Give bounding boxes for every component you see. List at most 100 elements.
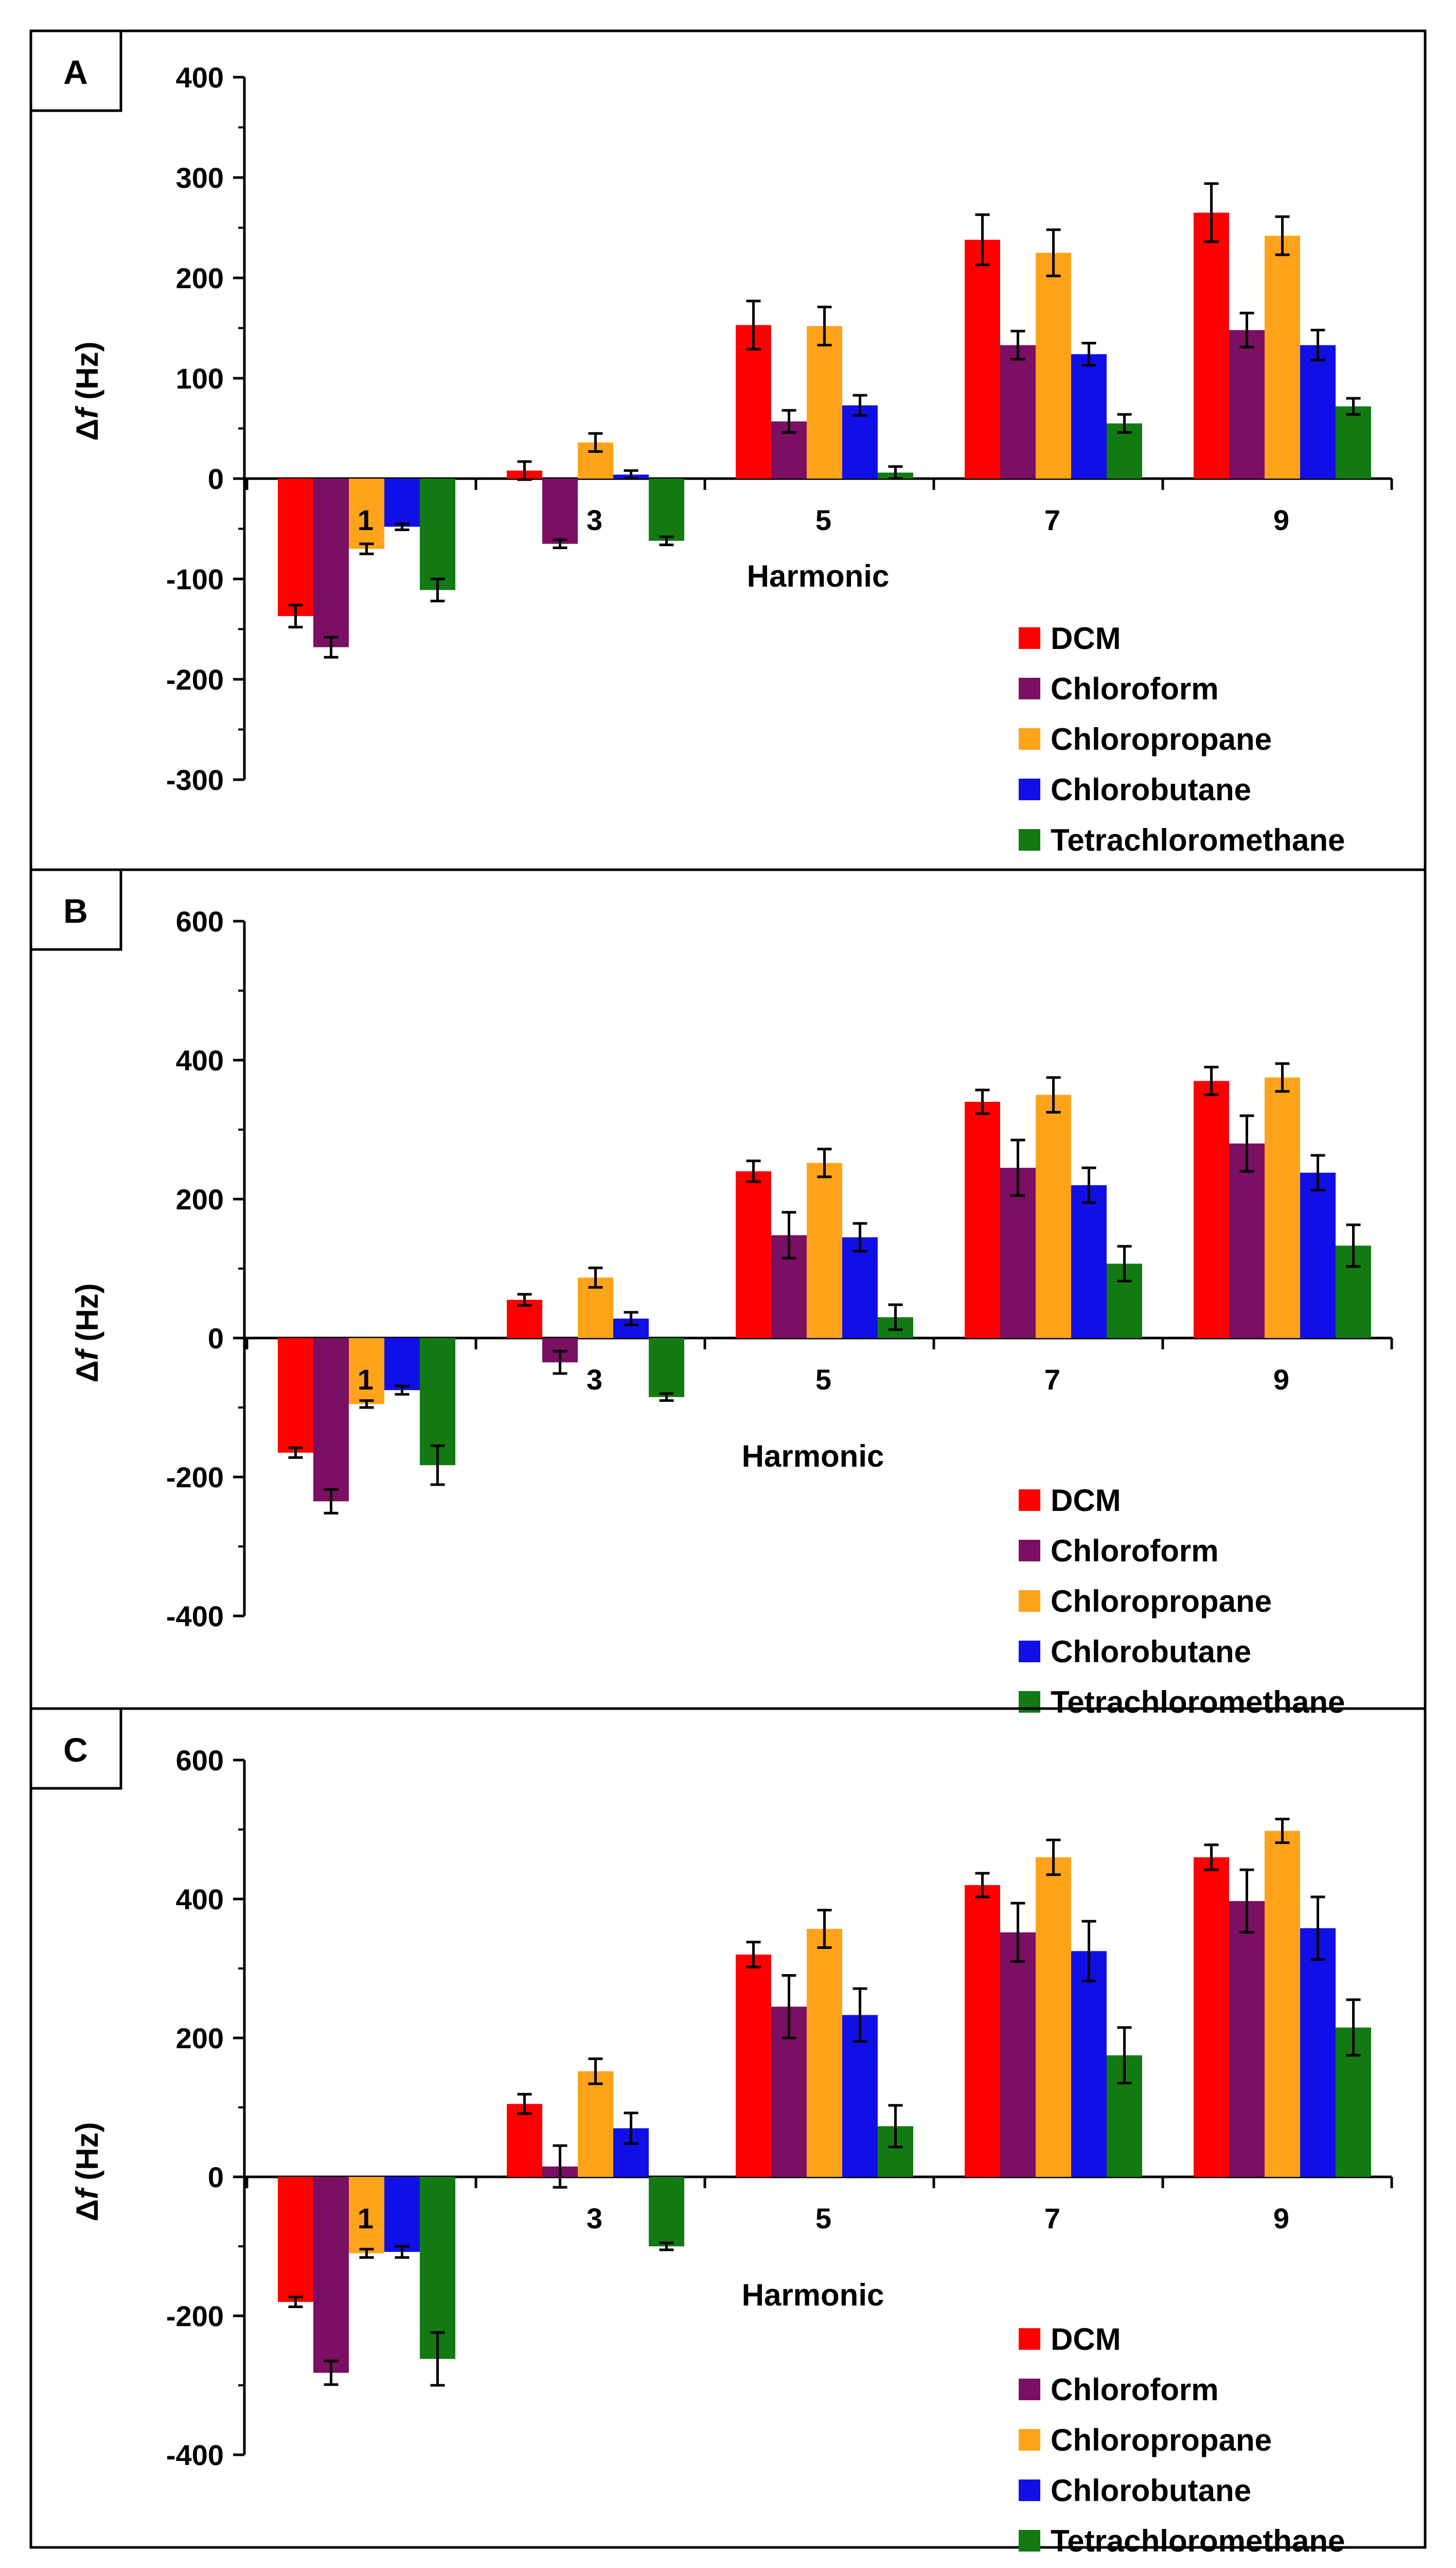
panel-a-error-bar-chloropropane-h5 (817, 306, 832, 347)
legend-label-chloropropane: Chloropropane (1051, 722, 1272, 757)
panel-c-bar-tetrachloromethane-h1 (420, 2177, 455, 2359)
panel-a-x-tick-label-3: 3 (587, 504, 602, 536)
panel-a-bar-chlorobutane-h1 (384, 479, 420, 527)
panel-c-error-bar-chloroform-h9 (1239, 1868, 1254, 1934)
panel-c-label: C (63, 1731, 88, 1769)
panel-a-y-tick-label-400: 400 (176, 61, 224, 94)
panel-c-y-tick-label-200: 200 (176, 2022, 224, 2054)
panel-c-error-bar-chlorobutane-h3 (624, 2112, 638, 2145)
panel-c-bar-chloroform-h1 (313, 2177, 349, 2373)
legend-label-chloroform: Chloroform (1051, 2372, 1219, 2407)
panel-c-legend-item-chloropropane: Chloropropane (1019, 2423, 1272, 2457)
panel-c-error-bar-chloropropane-h1 (359, 2247, 374, 2259)
legend-swatch-tetrachloromethane (1019, 829, 1040, 851)
panel-c-bar-chloroform-h9 (1229, 1901, 1265, 2177)
legend-swatch-chlorobutane (1019, 1641, 1040, 1662)
panel-b-error-bar-tetrachloromethane-h3 (659, 1392, 674, 1402)
panel-c-bar-chlorobutane-h9 (1300, 1928, 1336, 2177)
panel-c-bar-chloroform-h7 (1000, 1932, 1036, 2177)
panel-c-y-axis-title-unit: (Hz) (70, 2122, 104, 2189)
legend-swatch-chloroform (1019, 2379, 1040, 2400)
panel-c-border (29, 1707, 1427, 2549)
panel-a-error-bar-chlorobutane-h9 (1310, 328, 1325, 362)
panel-b-bar-dcm-h7 (965, 1102, 1000, 1338)
panel-c-y-axis-title-delta: Δ (70, 2199, 104, 2221)
panel-a-bar-chloroform-h9 (1229, 330, 1265, 479)
legend-label-chlorobutane: Chlorobutane (1051, 1634, 1251, 1669)
panel-c-error-bar-dcm-h5 (746, 1941, 761, 1968)
panel-a-bar-chloropropane-h5 (807, 326, 842, 479)
panel-b-x-tick-label-9: 9 (1273, 1363, 1289, 1396)
panel-a-x-ticks: 1 3 5 7 9 (358, 504, 1289, 536)
legend-swatch-dcm (1019, 1489, 1040, 1511)
legend-swatch-chloroform (1019, 678, 1040, 699)
panel-c-bars (278, 1831, 1371, 2373)
panel-c-bar-chloropropane-h7 (1036, 1857, 1071, 2177)
panel-b-bar-chlorobutane-h9 (1300, 1172, 1336, 1338)
panel-a-error-bar-chloroform-h7 (1010, 329, 1025, 361)
panel-c-x-tick-label-1: 1 (358, 2202, 374, 2235)
panel-b-y-tick-label-0: 0 (208, 1322, 224, 1355)
panel-a-x-tick-label-5: 5 (815, 504, 831, 536)
panel-b-y-tick-label--200: -200 (166, 1461, 224, 1493)
panel-a-y-tick-label-200: 200 (176, 262, 224, 294)
panel-a-error-bar-chloroform-h1 (324, 636, 339, 659)
panel-b-legend-item-dcm: DCM (1019, 1483, 1121, 1518)
panel-b-x-tick-label-5: 5 (815, 1363, 831, 1396)
panel-b-x-tick-label-7: 7 (1044, 1363, 1060, 1396)
panel-b-y-axis-title-unit: (Hz) (70, 1283, 104, 1350)
legend-swatch-dcm (1019, 627, 1040, 649)
legend-label-tetrachloromethane: Tetrachloromethane (1051, 1685, 1345, 1719)
panel-c-legend-item-chlorobutane: Chlorobutane (1019, 2473, 1251, 2508)
panel-a-error-bar-tetrachloromethane-h3 (659, 535, 674, 547)
panel-c-error-bar-tetrachloromethane-h1 (430, 2331, 445, 2387)
panel-b-bar-tetrachloromethane-h1 (420, 1338, 455, 1466)
panel-a-bar-chloropropane-h9 (1265, 236, 1300, 479)
panel-b-error-bar-chloropropane-h5 (817, 1148, 832, 1179)
panel-a-bar-chloropropane-h1 (349, 479, 384, 549)
panel-a-error-bar-chloroform-h5 (782, 409, 796, 434)
panel-c-x-axis-title: Harmonic (742, 2278, 884, 2312)
panel-b-legend-item-chlorobutane: Chlorobutane (1019, 1634, 1251, 1669)
panel-b-x-tick-label-1: 1 (358, 1363, 374, 1396)
panel-c-error-bar-tetrachloromethane-h5 (888, 2104, 903, 2149)
panel-c: C Δf (Hz) -400 -200 0 200 400 600 1 3 5 7 9 Harmo… (29, 1707, 1427, 2558)
panel-b-bar-chlorobutane-h1 (384, 1338, 420, 1391)
panel-a-x-tick-label-9: 9 (1273, 504, 1289, 536)
legend-swatch-chlorobutane (1019, 2479, 1040, 2501)
panel-b-bar-chlorobutane-h7 (1071, 1185, 1107, 1338)
panel-c-error-bar-dcm-h1 (288, 2296, 303, 2308)
panel-b: B Δf (Hz) -400 -200 0 200 400 600 1 3 5 7 9 Harmo… (29, 868, 1427, 1719)
panel-a-legend-item-chloropropane: Chloropropane (1019, 722, 1272, 757)
panel-b-error-bar-chlorobutane-h7 (1081, 1166, 1096, 1204)
legend-swatch-dcm (1019, 2328, 1040, 2350)
panel-a-legend-item-chlorobutane: Chlorobutane (1019, 772, 1251, 807)
panel-a-x-tick-label-1: 1 (358, 504, 374, 536)
panel-a-error-bar-tetrachloromethane-h9 (1346, 397, 1361, 416)
panel-a-bar-dcm-h9 (1194, 213, 1229, 479)
panel-c-error-bar-chloropropane-h9 (1275, 1818, 1290, 1844)
panel-c-bar-chloropropane-h5 (807, 1929, 842, 2177)
panel-a-bar-chloroform-h7 (1000, 345, 1036, 479)
panel-b-bar-chloroform-h1 (313, 1338, 349, 1502)
panel-a-error-bar-chlorobutane-h1 (395, 522, 410, 531)
panel-c-legend: DCM Chloroform Chloropropane Chlorobutane Te… (1019, 2322, 1345, 2558)
panel-a-error-bar-dcm-h5 (746, 300, 761, 350)
panel-a-error-bar-tetrachloromethane-h5 (888, 465, 903, 480)
panel-c-error-bar-chloroform-h1 (324, 2360, 339, 2386)
panel-a-error-bar-dcm-h9 (1204, 182, 1219, 243)
panel-c-error-bar-dcm-h9 (1204, 1843, 1219, 1871)
legend-swatch-chloropropane (1019, 1590, 1040, 1612)
legend-swatch-chlorobutane (1019, 779, 1040, 800)
panel-a-bar-chlorobutane-h5 (842, 405, 878, 479)
panel-c-y-tick-label-600: 600 (176, 1744, 224, 1777)
legend-swatch-chloropropane (1019, 728, 1040, 750)
panel-c-error-bar-chlorobutane-h1 (395, 2245, 410, 2259)
legend-label-tetrachloromethane: Tetrachloromethane (1051, 823, 1345, 857)
panel-c-bar-tetrachloromethane-h3 (649, 2177, 684, 2246)
panel-a-y-tick-label-100: 100 (176, 362, 224, 395)
panel-a-error-bars (288, 182, 1361, 659)
panel-c-error-bar-chloroform-h3 (553, 2144, 567, 2189)
panel-a-y-tick-label--200: -200 (166, 663, 224, 696)
